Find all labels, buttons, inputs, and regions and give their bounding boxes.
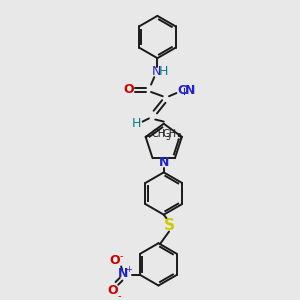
Text: 3: 3: [176, 134, 181, 142]
Text: N: N: [118, 267, 128, 280]
Text: CH: CH: [162, 129, 176, 139]
Text: O: O: [107, 284, 118, 297]
Text: -: -: [117, 291, 121, 300]
Text: O: O: [110, 254, 120, 267]
Text: H: H: [159, 65, 168, 78]
Text: CH: CH: [151, 129, 165, 139]
Text: O: O: [124, 83, 134, 96]
Text: 3: 3: [165, 134, 170, 142]
Text: -: -: [119, 251, 123, 261]
Text: N: N: [185, 84, 195, 98]
Text: S: S: [164, 218, 175, 233]
Text: N: N: [152, 65, 161, 78]
Text: H: H: [132, 117, 141, 130]
Text: +: +: [125, 265, 132, 274]
Text: C: C: [177, 84, 186, 98]
Text: N: N: [159, 156, 169, 169]
